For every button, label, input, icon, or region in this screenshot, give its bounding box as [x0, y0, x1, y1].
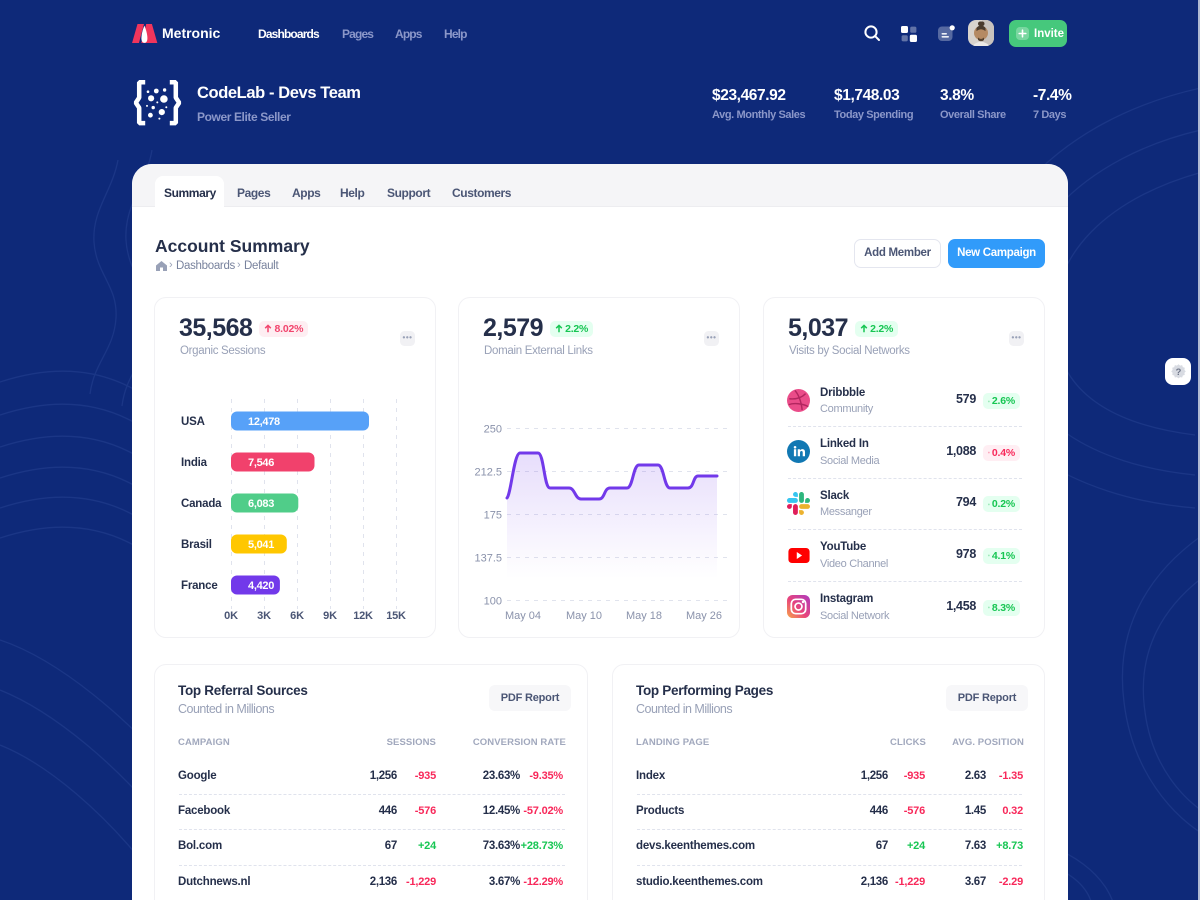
- svg-text:212.5: 212.5: [474, 467, 502, 479]
- svg-text:3K: 3K: [257, 610, 271, 622]
- svg-text:India: India: [181, 457, 208, 469]
- svg-text:12K: 12K: [353, 610, 373, 622]
- svg-text:6,083: 6,083: [248, 498, 274, 510]
- svg-text:May 10: May 10: [566, 610, 602, 622]
- svg-text:100: 100: [484, 596, 502, 608]
- svg-text:15K: 15K: [386, 610, 406, 622]
- svg-text:France: France: [181, 580, 218, 592]
- svg-text:5,041: 5,041: [248, 539, 274, 551]
- svg-text:175: 175: [484, 510, 502, 522]
- svg-text:Brasil: Brasil: [181, 539, 212, 551]
- svg-text:250: 250: [484, 424, 502, 436]
- svg-text:?: ?: [1175, 367, 1181, 377]
- svg-text:May 04: May 04: [505, 610, 541, 622]
- svg-text:USA: USA: [181, 416, 205, 428]
- svg-text:May 26: May 26: [686, 610, 722, 622]
- svg-text:9K: 9K: [323, 610, 337, 622]
- svg-text:4,420: 4,420: [248, 580, 274, 592]
- svg-text:12,478: 12,478: [248, 416, 280, 428]
- svg-text:6K: 6K: [290, 610, 304, 622]
- svg-text:0K: 0K: [224, 610, 238, 622]
- svg-text:7,546: 7,546: [248, 457, 274, 469]
- svg-text:May 18: May 18: [626, 610, 662, 622]
- svg-text:Canada: Canada: [181, 498, 222, 510]
- svg-text:137.5: 137.5: [474, 553, 502, 565]
